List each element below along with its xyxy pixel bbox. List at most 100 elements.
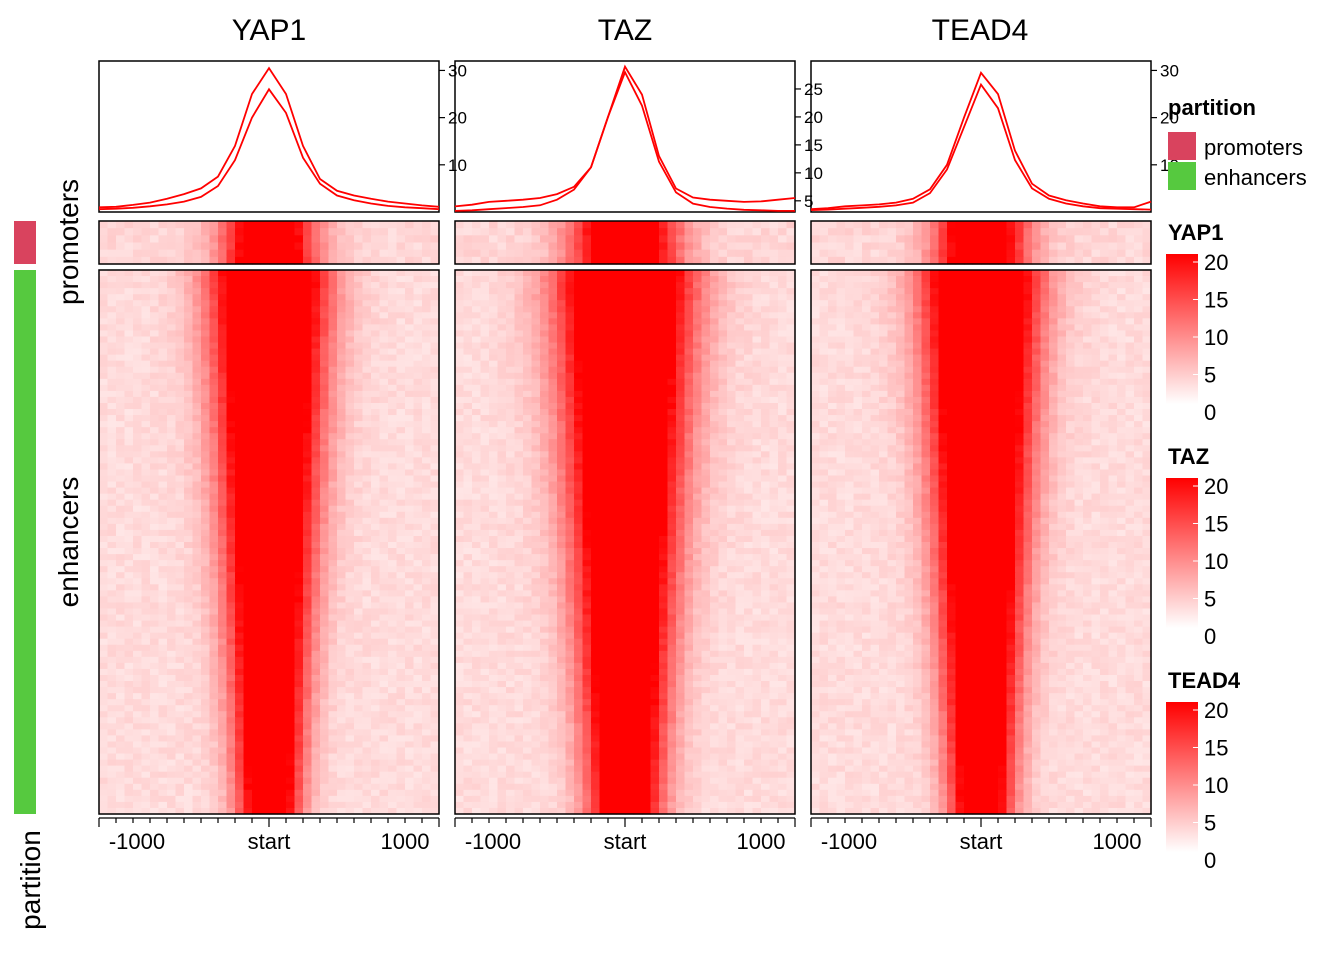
heatmap-cell-enhancers (489, 354, 499, 362)
heatmap-cell-enhancers (311, 602, 321, 610)
heatmap-cell-enhancers (582, 270, 592, 277)
heatmap-cell-enhancers (379, 535, 389, 543)
heatmap-cell-enhancers (218, 475, 228, 483)
heatmap-cell-enhancers (371, 608, 381, 616)
heatmap-cell-enhancers (235, 336, 245, 344)
heatmap-cell-enhancers (226, 789, 236, 797)
profile-box (454, 60, 796, 213)
heatmap-cell-enhancers (141, 324, 151, 332)
heatmap-cell-enhancers (405, 807, 415, 815)
heatmap-cell-enhancers (294, 608, 304, 616)
heatmap-cell-enhancers (659, 270, 669, 277)
heatmap-cell-enhancers (150, 777, 160, 785)
heatmap-cell-enhancers (303, 638, 313, 646)
heatmap-cell-enhancers (107, 439, 117, 446)
heatmap-cell-enhancers (388, 396, 398, 404)
heatmap-cell-enhancers (744, 282, 754, 289)
heatmap-cell-enhancers (778, 306, 788, 313)
heatmap-cell-enhancers (150, 789, 160, 797)
heatmap-cell-enhancers (192, 614, 202, 622)
heatmap-cell-enhancers (413, 789, 423, 797)
heatmap-cell-enhancers (116, 517, 126, 525)
heatmap-cell-enhancers (514, 336, 524, 344)
heatmap-cell-enhancers (167, 566, 177, 573)
heatmap-cell-enhancers (286, 590, 296, 597)
heatmap-cell-enhancers (506, 312, 516, 319)
heatmap-cell-enhancers (133, 517, 143, 525)
heatmap-cell-enhancers (345, 681, 355, 688)
heatmap-cell-enhancers (294, 795, 304, 803)
heatmap-cell-enhancers (396, 656, 406, 664)
heatmap-cell-enhancers (320, 711, 330, 718)
heatmap-cell-enhancers (218, 372, 228, 380)
heatmap-cell-enhancers (209, 396, 219, 404)
heatmap-cell-promoters (141, 235, 151, 244)
heatmap-cell-enhancers (337, 644, 347, 652)
heatmap-cell-enhancers (608, 324, 618, 332)
heatmap-cell-enhancers (201, 402, 211, 410)
heatmap-cell-enhancers (413, 765, 423, 773)
heatmap-cell-enhancers (150, 644, 160, 652)
heatmap-cell-enhancers (405, 566, 415, 573)
heatmap-cell-enhancers (107, 596, 117, 604)
heatmap-cell-enhancers (252, 620, 262, 628)
heatmap-cell-enhancers (107, 717, 117, 724)
heatmap-cell-enhancers (371, 348, 381, 356)
heatmap-cell-enhancers (303, 523, 313, 531)
heatmap-cell-enhancers (184, 366, 194, 374)
heatmap-cell-enhancers (379, 354, 389, 362)
heatmap-cell-enhancers (388, 687, 398, 694)
heatmap-cell-enhancers (141, 542, 151, 549)
heatmap-cell-enhancers (175, 650, 185, 658)
heatmap-cell-enhancers (209, 475, 219, 483)
heatmap-cell-enhancers (616, 306, 626, 313)
x-tick-label: 1000 (381, 829, 430, 854)
heatmap-cell-enhancers (184, 372, 194, 380)
heatmap-cell-enhancers (752, 372, 762, 380)
heatmap-cell-promoters (150, 249, 160, 258)
heatmap-cell-enhancers (286, 523, 296, 531)
heatmap-cell-enhancers (269, 783, 279, 791)
heatmap-cell-enhancers (311, 801, 321, 809)
heatmap-cell-enhancers (371, 729, 381, 737)
heatmap-cell-enhancers (294, 681, 304, 688)
heatmap-cell-enhancers (371, 765, 381, 773)
heatmap-cell-enhancers (608, 294, 618, 301)
heatmap-cell-enhancers (150, 548, 160, 555)
heatmap-cell-enhancers (243, 632, 253, 640)
heatmap-cell-enhancers (676, 372, 686, 380)
heatmap-cell-enhancers (472, 360, 482, 368)
heatmap-cell-enhancers (243, 656, 253, 664)
heatmap-cell-enhancers (413, 360, 423, 368)
heatmap-cell-enhancers (396, 433, 406, 440)
heatmap-cell-enhancers (99, 270, 109, 277)
heatmap-cell-promoters (388, 249, 398, 258)
heatmap-cell-enhancers (311, 783, 321, 791)
heatmap-cell-enhancers (286, 535, 296, 543)
heatmap-cell-enhancers (345, 608, 355, 616)
heatmap-cell-enhancers (133, 608, 143, 616)
heatmap-cell-enhancers (252, 590, 262, 597)
heatmap-cell-enhancers (167, 668, 177, 676)
heatmap-cell-enhancers (371, 396, 381, 404)
heatmap-cell-promoters (752, 249, 762, 258)
heatmap-cell-enhancers (354, 729, 364, 737)
heatmap-cell-enhancers (710, 318, 720, 325)
heatmap-cell-enhancers (107, 318, 117, 325)
heatmap-cell-promoters (523, 249, 533, 258)
heatmap-cell-enhancers (582, 282, 592, 289)
heatmap-cell-enhancers (718, 360, 728, 368)
heatmap-cell-enhancers (184, 300, 194, 307)
heatmap-cell-enhancers (184, 596, 194, 604)
heatmap-cell-enhancers (107, 753, 117, 761)
heatmap-cell-enhancers (430, 548, 440, 555)
heatmap-cell-enhancers (141, 590, 151, 597)
heatmap-cell-enhancers (192, 487, 202, 495)
heatmap-cell-promoters (124, 256, 134, 265)
heatmap-cell-promoters (480, 249, 490, 258)
heatmap-cell-promoters (252, 249, 262, 258)
heatmap-cell-enhancers (201, 342, 211, 350)
heatmap-cell-enhancers (303, 584, 313, 591)
heatmap-cell-enhancers (201, 801, 211, 809)
heatmap-cell-enhancers (405, 330, 415, 338)
